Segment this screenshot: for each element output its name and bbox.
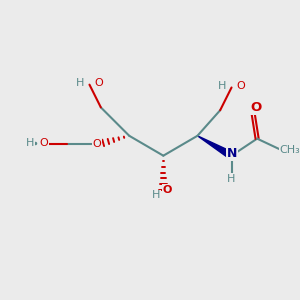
Text: O: O <box>40 138 48 148</box>
Text: H: H <box>227 174 236 184</box>
Text: O: O <box>250 101 261 114</box>
Text: H: H <box>218 80 226 91</box>
Text: H: H <box>152 190 160 200</box>
Text: CH₃: CH₃ <box>279 145 300 155</box>
Text: N: N <box>227 147 237 160</box>
Text: H: H <box>76 78 84 88</box>
Polygon shape <box>197 136 233 159</box>
Text: O: O <box>237 80 245 91</box>
Text: O: O <box>162 185 171 195</box>
Text: O: O <box>92 139 101 149</box>
Text: O: O <box>94 78 103 88</box>
Text: H: H <box>26 138 34 148</box>
